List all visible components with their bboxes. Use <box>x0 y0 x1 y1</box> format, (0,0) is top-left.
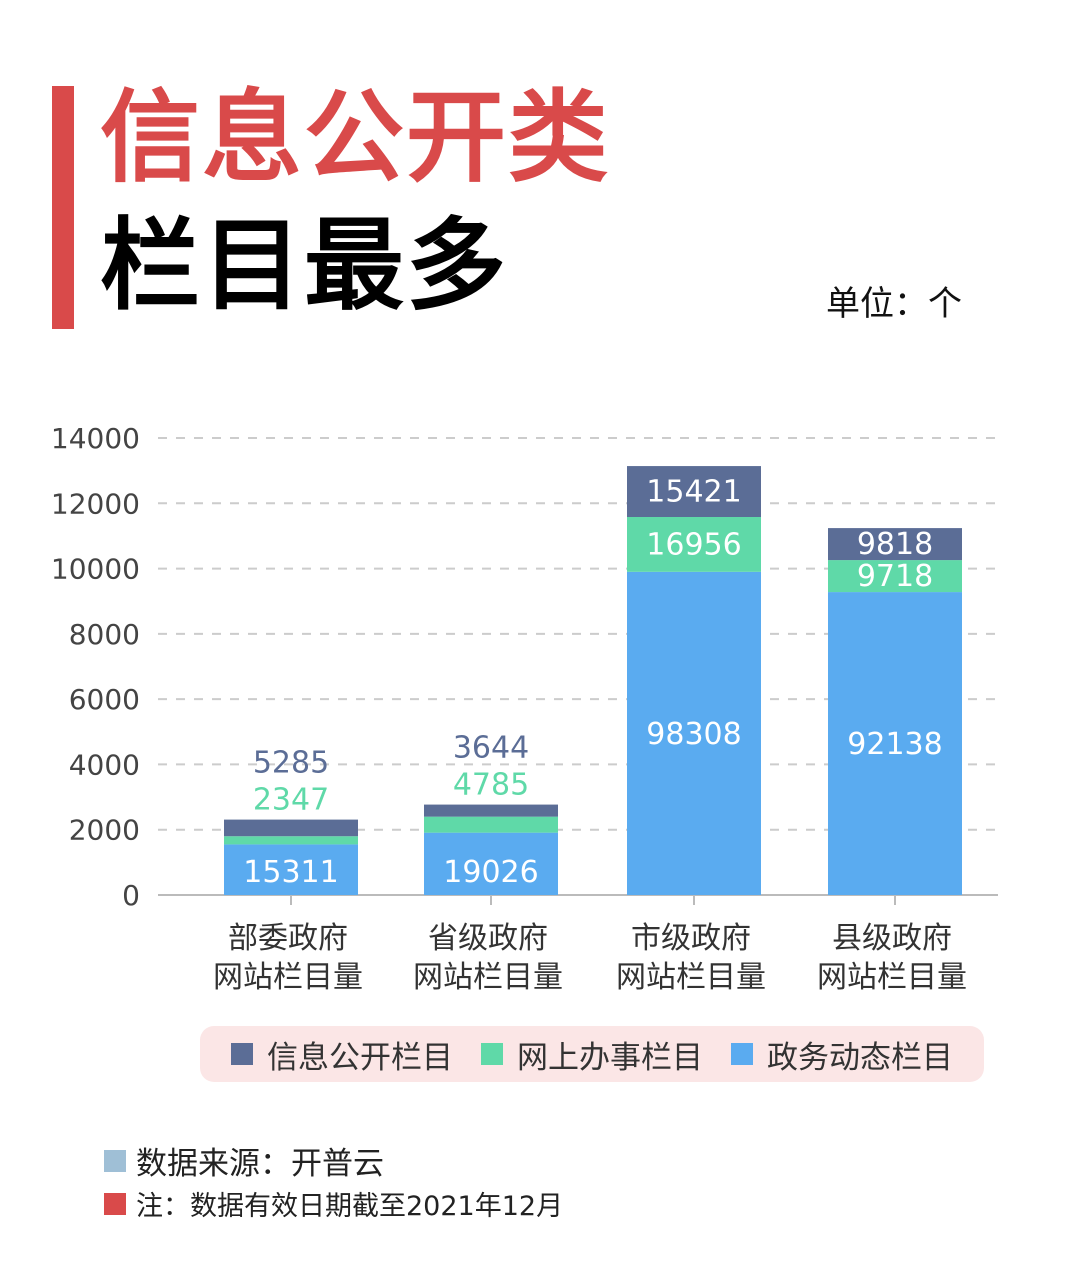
legend-label: 政务动态栏目 <box>767 1039 953 1076</box>
title-accent-bar <box>52 86 74 329</box>
note-marker <box>104 1192 126 1215</box>
bar-segment <box>224 819 358 837</box>
y-tick-label: 10000 <box>51 553 140 586</box>
legend-swatch <box>481 1043 503 1065</box>
y-tick-label: 14000 <box>51 422 140 455</box>
y-tick-label: 12000 <box>51 487 140 520</box>
x-tick-label: 网站栏目量 <box>213 960 363 995</box>
y-tick-label: 2000 <box>69 814 140 847</box>
source-text: 数据来源：开普云 <box>136 1146 384 1182</box>
x-tick-label: 部委政府 <box>228 921 348 956</box>
bar-segment <box>224 844 358 895</box>
data-label-news: 98308 <box>646 717 741 752</box>
data-label-service: 2347 <box>253 783 329 818</box>
data-label-info: 9818 <box>857 527 933 562</box>
legend: 信息公开栏目 网上办事栏目 政务动态栏目 <box>200 1026 984 1082</box>
legend-swatch <box>231 1043 253 1065</box>
x-tick-label: 网站栏目量 <box>817 960 967 995</box>
bar-segment <box>828 592 962 895</box>
x-tick-label: 网站栏目量 <box>616 960 766 995</box>
x-tick-label: 市级政府 <box>631 921 751 956</box>
bar-segment <box>627 516 761 572</box>
title-line-2: 栏目最多 <box>100 207 508 324</box>
stacked-bar-chart: 0 2000 4000 6000 8000 10000 12000 14000 15311 234… <box>51 422 998 995</box>
y-tick-label: 8000 <box>69 618 140 651</box>
legend-item-news: 政务动态栏目 <box>731 1032 953 1077</box>
bar-segment <box>424 816 558 833</box>
bar-segment <box>627 466 761 517</box>
x-tick-label: 县级政府 <box>832 921 952 956</box>
data-label-service: 9718 <box>857 559 933 594</box>
legend-label: 网上办事栏目 <box>517 1039 703 1076</box>
x-tick-label: 网站栏目量 <box>413 960 563 995</box>
y-tick-label: 0 <box>122 879 140 912</box>
bar-segment <box>828 528 962 561</box>
data-label-service: 4785 <box>453 768 529 803</box>
data-label-news: 15311 <box>243 855 338 890</box>
data-label-news: 92138 <box>847 727 942 762</box>
legend-swatch <box>731 1043 753 1065</box>
bar-segment <box>424 832 558 895</box>
x-tick-label: 省级政府 <box>428 921 548 956</box>
data-label-info: 15421 <box>646 475 741 510</box>
unit-label: 单位：个 <box>826 284 962 324</box>
source-marker <box>104 1149 126 1172</box>
bar-segment <box>828 560 962 593</box>
data-label-info: 5285 <box>253 746 329 781</box>
note-text: 注：数据有效日期截至2021年12月 <box>136 1191 564 1222</box>
bar-segment <box>627 571 761 895</box>
data-note: 注：数据有效日期截至2021年12月 <box>104 1184 563 1223</box>
bar-segment <box>424 804 558 817</box>
data-source: 数据来源：开普云 <box>104 1138 384 1183</box>
legend-item-info: 信息公开栏目 <box>231 1032 453 1077</box>
data-label-news: 19026 <box>443 855 538 890</box>
legend-item-service: 网上办事栏目 <box>481 1032 703 1077</box>
legend-label: 信息公开栏目 <box>267 1039 453 1076</box>
y-tick-label: 6000 <box>69 683 140 716</box>
y-tick-label: 4000 <box>69 748 140 781</box>
data-label-info: 3644 <box>453 731 529 766</box>
title-line-1: 信息公开类 <box>100 79 610 196</box>
data-label-service: 16956 <box>646 527 741 562</box>
bar-segment <box>224 836 358 845</box>
